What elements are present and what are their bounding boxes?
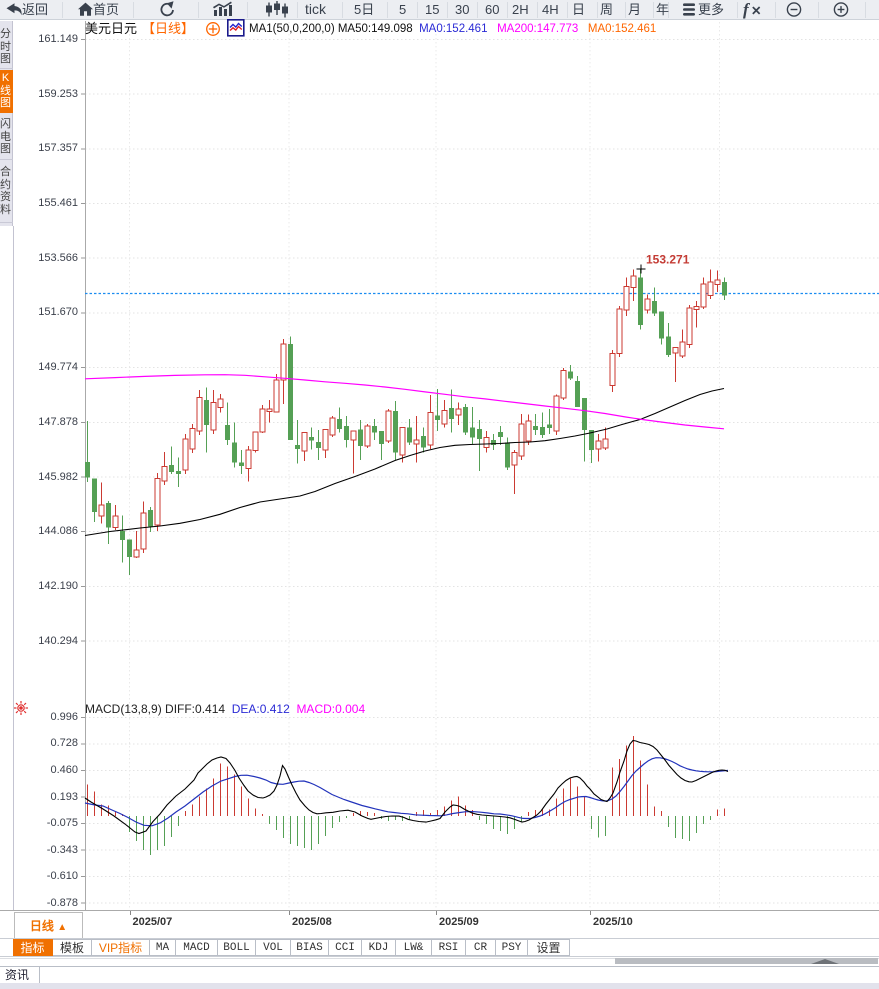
svg-text:f: f	[743, 0, 751, 19]
svg-text:153.271: 153.271	[646, 253, 690, 267]
svg-text:✕: ✕	[751, 4, 761, 18]
